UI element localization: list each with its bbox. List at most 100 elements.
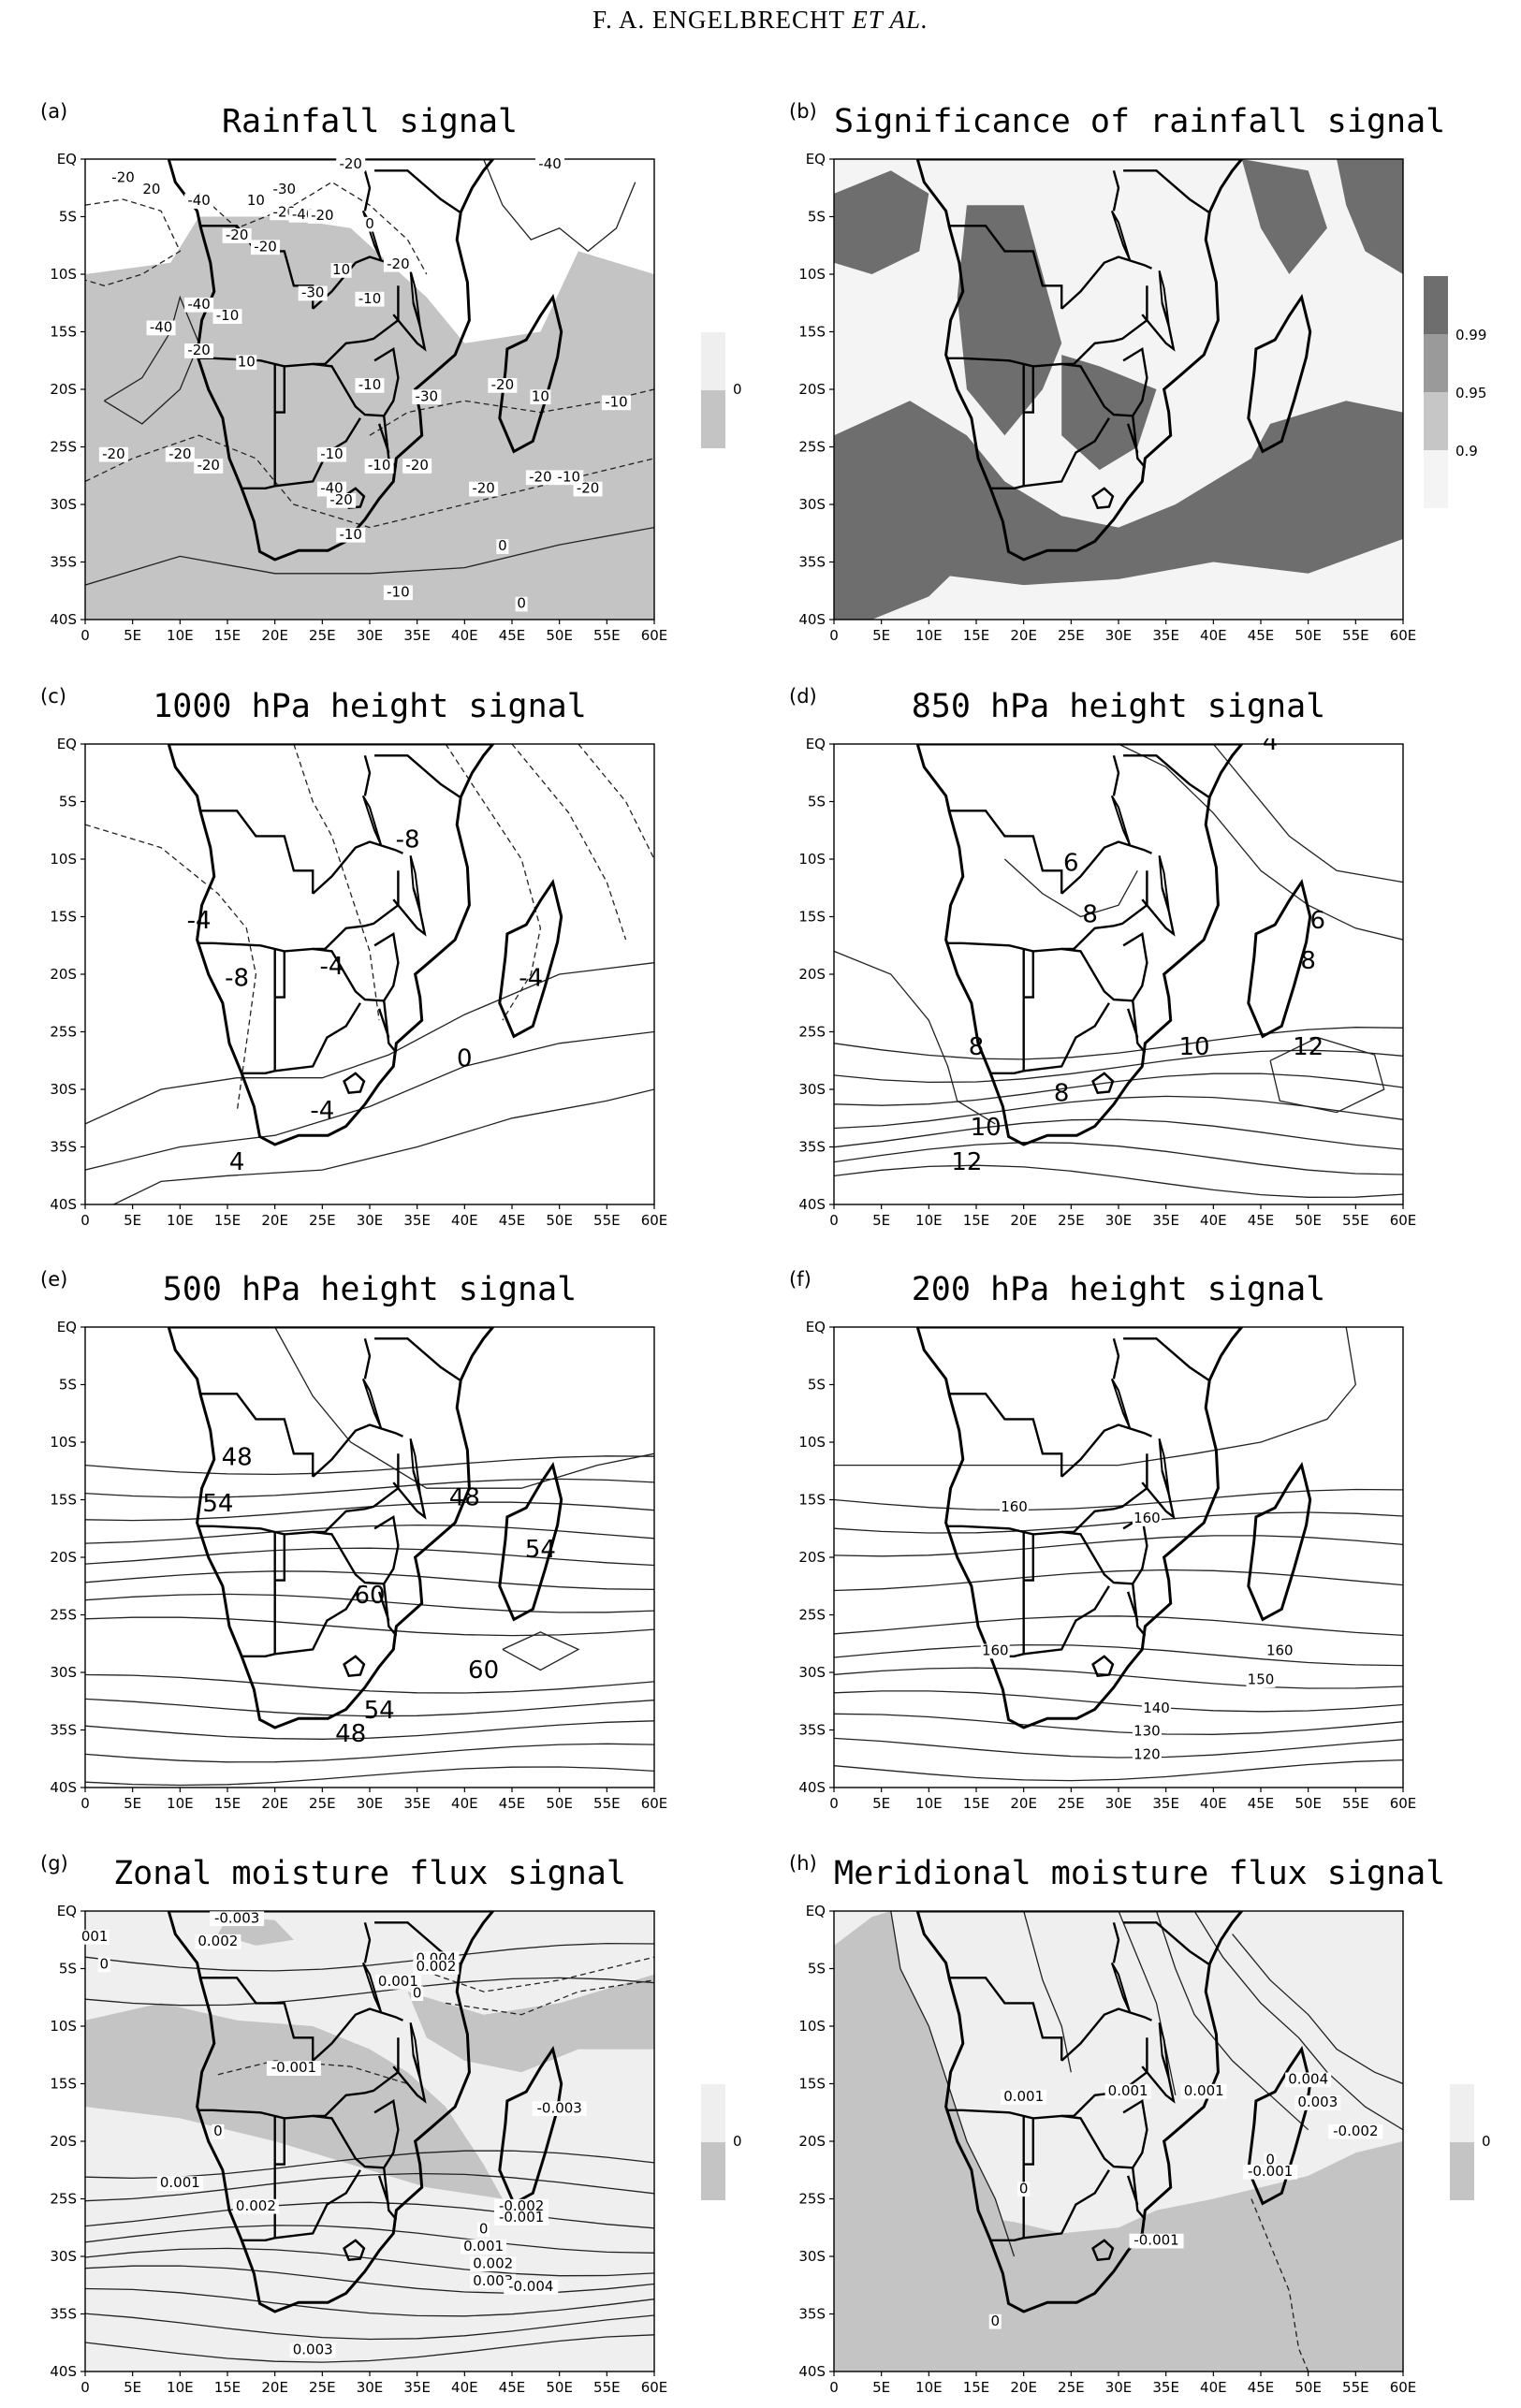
lon-tick-label: 60E (1390, 1212, 1417, 1229)
contour-line (834, 1690, 1403, 1713)
contour-label-bg (222, 228, 252, 243)
lat-tick-label: 5S (59, 1377, 77, 1394)
lon-tick-label: 0 (80, 627, 90, 644)
country-border (274, 951, 285, 999)
country-border (274, 366, 285, 414)
lon-tick-label: 30E (357, 1212, 384, 1229)
contour-label-bg (525, 470, 555, 486)
contour-label-bg (195, 1934, 241, 1949)
panel-title-b: Significance of rainfall signal (834, 103, 1446, 140)
contour-label-bg (1328, 2123, 1383, 2139)
contour-line (1232, 1934, 1403, 2085)
lon-tick-label: 55E (1342, 2379, 1369, 2396)
lat-tick-label: 15S (798, 2076, 826, 2093)
contour-label: 0 (413, 1984, 422, 2001)
lon-tick-label: 15E (214, 627, 241, 644)
country-border (1126, 423, 1139, 453)
map-panel-h: EQ 5S 10S 15S 20S 25S 30S 35S 40S 0 5E 10E 15E 20E 25E… (778, 1905, 1424, 2401)
lon-tick-label: 10E (167, 1795, 194, 1812)
country-border (377, 1008, 390, 1038)
panel-label-c: (c) (40, 685, 66, 708)
africa-coastline (915, 1911, 1244, 2313)
lat-tick-label: 15S (50, 324, 77, 341)
contour-line (85, 1720, 654, 1740)
contour-label: -0.001 (271, 2059, 316, 2076)
contour-line (85, 198, 182, 286)
contour-label: 0.002 (236, 2197, 276, 2214)
lat-tick-label: EQ (57, 1905, 77, 1919)
lat-tick-label: 30S (50, 2248, 77, 2265)
contour-label: 8 (1082, 901, 1098, 929)
contour-line (1250, 2198, 1309, 2372)
contour-label-bg (1264, 2153, 1277, 2168)
country-border (1060, 840, 1152, 895)
contour-line (85, 2172, 654, 2202)
africa-coastline (915, 159, 1244, 562)
country-border (1061, 1530, 1133, 1585)
contour-label-bg (355, 291, 385, 307)
lat-tick-label: 20S (50, 2133, 77, 2150)
contour-label: 150 (1248, 1671, 1275, 1687)
country-border (1123, 754, 1209, 798)
contour-line (1003, 858, 1138, 918)
contour-label-bg (1180, 2083, 1227, 2099)
contour-label: -20 (339, 155, 362, 172)
contour-line (85, 526, 654, 586)
lat-tick-label: 35S (50, 1722, 77, 1739)
contour-label: 0.003 (473, 2272, 513, 2289)
lat-tick-label: 5S (808, 209, 826, 226)
contour-label: -10 (605, 393, 628, 410)
contour-label-bg (1017, 2182, 1031, 2197)
map-panel-c: EQ 5S 10S 15S 20S 25S 30S 35S 40S 0 5E 10E 15E 20E 25E… (29, 738, 675, 1234)
country-border (373, 346, 400, 469)
lat-tick-label: 30S (50, 1664, 77, 1681)
country-border (312, 1423, 403, 1478)
contour-line (85, 2201, 654, 2229)
country-border (1112, 754, 1120, 796)
contour-label-bg (1001, 2089, 1047, 2105)
panel-label-b: (b) (789, 100, 817, 123)
country-border (374, 754, 461, 798)
lat-tick-label: 40S (50, 1779, 77, 1796)
contour-label-bg (496, 539, 509, 554)
lon-tick-label: 40E (1200, 1212, 1227, 1229)
country-border (1112, 169, 1120, 212)
contour-line (834, 1737, 1403, 1759)
country-border (990, 2237, 1024, 2241)
lat-tick-label: 20S (798, 2133, 826, 2150)
contour-line (85, 1030, 654, 1171)
country-border (274, 1002, 361, 1073)
contour-label-bg (494, 2198, 549, 2214)
lat-tick-label: 15S (50, 909, 77, 926)
lon-tick-label: 30E (1105, 1795, 1133, 1812)
country-border (1060, 1423, 1152, 1478)
shaded-region (834, 481, 976, 620)
country-border (363, 1921, 372, 1963)
lon-tick-label: 25E (1058, 1795, 1085, 1812)
country-border (241, 1070, 275, 1074)
country-border (990, 485, 1024, 489)
lesotho-border (343, 1072, 366, 1095)
lat-tick-label: 10S (50, 851, 77, 868)
contour-line (446, 1979, 654, 2016)
lon-tick-label: 10E (167, 627, 194, 644)
contour-label: 0 (517, 595, 526, 612)
contour-label-bg (236, 355, 257, 371)
country-border (1126, 2175, 1139, 2205)
contour-label: 4 (229, 1148, 245, 1176)
contour-label-bg (1243, 2164, 1298, 2180)
contour-label-bg (504, 2279, 559, 2295)
contour-label: -20 (491, 376, 515, 393)
contour-label: -10 (368, 457, 391, 474)
panel-title-e: 500 hPa height signal (162, 1271, 578, 1308)
shaded-region (1241, 159, 1327, 274)
contour-line (502, 1631, 580, 1671)
contour-line (1193, 1911, 1403, 2131)
country-border (947, 1977, 1063, 2061)
contour-label: 0.001 (1108, 2082, 1148, 2099)
contour-label: -20 (577, 480, 600, 497)
page-header: F. A. ENGELBRECHT ET AL. (0, 6, 1521, 35)
contour-label: -20 (111, 169, 134, 186)
lon-tick-label: 35E (1152, 1795, 1179, 1812)
